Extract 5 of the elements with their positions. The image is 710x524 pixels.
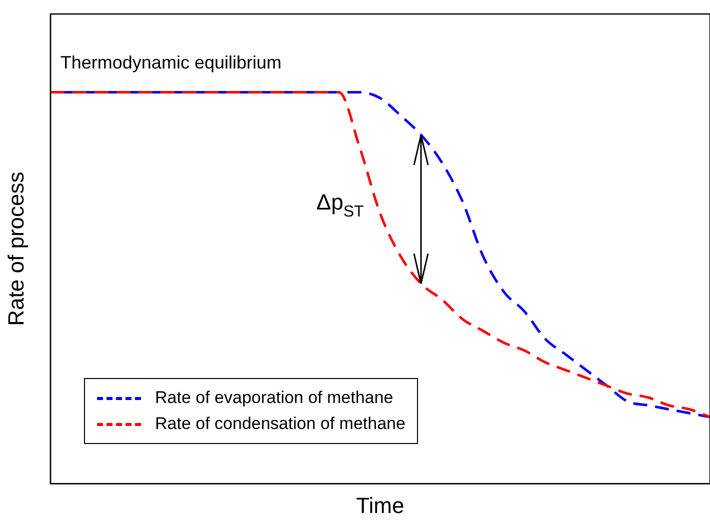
- legend-label: Rate of evaporation of methane: [155, 388, 394, 408]
- x-axis-title: Time: [356, 492, 404, 518]
- legend-label: Rate of condensation of methane: [155, 414, 406, 434]
- y-axis-title: Rate of process: [3, 172, 28, 326]
- text: Thermodynamic equilibrium: [60, 52, 282, 72]
